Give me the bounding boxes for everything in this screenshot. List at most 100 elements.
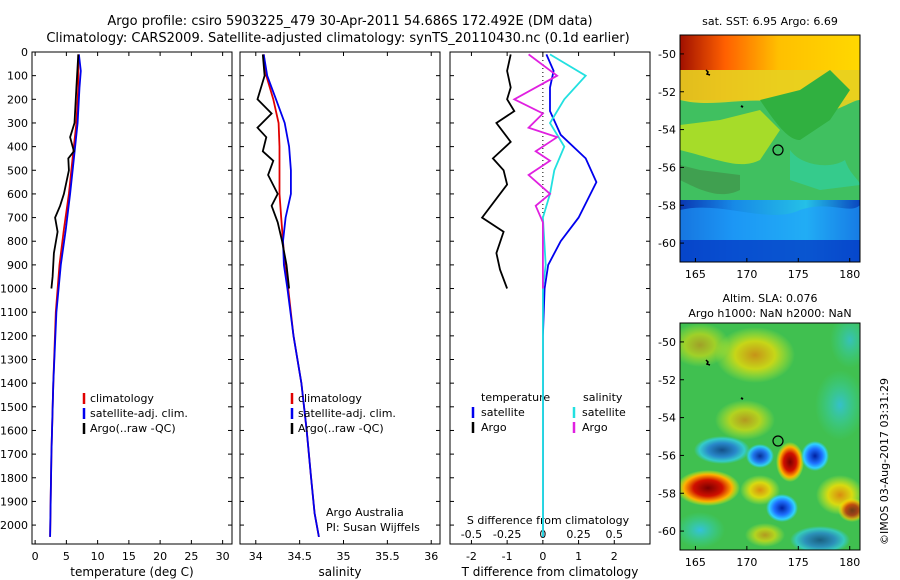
header-title-line2: Climatology: CARS2009. Satellite-adjuste… bbox=[46, 31, 629, 46]
map-x-tick-label: 180 bbox=[839, 268, 860, 281]
x-tick-label: 5 bbox=[63, 550, 70, 563]
y-tick-label: 300 bbox=[7, 117, 28, 130]
salinity-annotation-line2: PI: Susan Wijffels bbox=[326, 521, 420, 534]
timestamp-stamp: ©IMOS 03-Aug-2017 03:31:29 bbox=[878, 378, 891, 545]
salinity-x-label: salinity bbox=[318, 565, 361, 579]
sla-map-title-line2: Argo h1000: NaN h2000: NaN bbox=[688, 307, 851, 320]
x-tick-label: -1 bbox=[502, 550, 513, 563]
map-y-tick-label: -50 bbox=[658, 48, 676, 61]
y-tick-label: 800 bbox=[7, 235, 28, 248]
map-x-tick-label: 175 bbox=[788, 268, 809, 281]
y-tick-label: 1500 bbox=[0, 401, 28, 414]
x-tick-label: 30 bbox=[216, 550, 230, 563]
map-x-tick-label: 165 bbox=[685, 268, 706, 281]
legend-header-salinity: salinity bbox=[583, 391, 623, 404]
x-tick-label: 1 bbox=[575, 550, 582, 563]
y-tick-label: 0 bbox=[21, 46, 28, 59]
map-x-tick-label: 165 bbox=[685, 556, 706, 569]
y-tick-label: 1900 bbox=[0, 495, 28, 508]
sla-map-image bbox=[680, 323, 860, 550]
salinity-plot-frame bbox=[239, 51, 441, 545]
map-y-tick-label: -56 bbox=[658, 449, 676, 462]
series-line-s-argo bbox=[512, 53, 560, 289]
x-tick-label: 2 bbox=[611, 550, 618, 563]
legend-label: Argo bbox=[582, 421, 608, 434]
legend-label: Argo bbox=[481, 421, 507, 434]
x-tick-label: 10 bbox=[91, 550, 105, 563]
sla-island-marker bbox=[705, 359, 711, 366]
sst-map-title: sat. SST: 6.95 Argo: 6.69 bbox=[702, 15, 838, 28]
y-tick-label: 1800 bbox=[0, 472, 28, 485]
x-tick-label: 36 bbox=[424, 550, 438, 563]
map-y-tick-label: -58 bbox=[658, 199, 676, 212]
y-tick-label: 1300 bbox=[0, 354, 28, 367]
header-title-line1: Argo profile: csiro 5903225_479 30-Apr-2… bbox=[107, 14, 592, 29]
sla-map: Altim. SLA: 0.076 Argo h1000: NaN h2000:… bbox=[658, 292, 861, 569]
sst-map-frame bbox=[679, 34, 861, 263]
series-line-satellite-adj-clim- bbox=[262, 54, 320, 538]
map-y-tick-label: -52 bbox=[658, 86, 676, 99]
y-tick-label: 1600 bbox=[0, 424, 28, 437]
sst-float-marker bbox=[772, 144, 784, 156]
difference-panel: T difference from climatology S differen… bbox=[449, 51, 651, 579]
y-tick-label: 200 bbox=[7, 93, 28, 106]
series-line-t-argo bbox=[480, 54, 516, 289]
x-tick-label: 34 bbox=[249, 550, 263, 563]
x-tick-label: 0 bbox=[539, 550, 546, 563]
sla-float-marker bbox=[772, 435, 784, 447]
salinity-annotation-line1: Argo Australia bbox=[326, 506, 404, 519]
y-tick-label: 900 bbox=[7, 259, 28, 272]
map-y-tick-label: -60 bbox=[658, 237, 676, 250]
y-tick-label: 100 bbox=[7, 70, 28, 83]
temperature-plot-frame bbox=[31, 51, 233, 545]
legend-header-temperature: temperature bbox=[481, 391, 550, 404]
legend-label: satellite bbox=[582, 406, 626, 419]
sst-island-marker bbox=[705, 69, 711, 76]
difference-x-label: T difference from climatology bbox=[461, 565, 639, 579]
x-tick-label: 15 bbox=[122, 550, 136, 563]
x-tick-label: 34.5 bbox=[287, 550, 312, 563]
map-y-tick-label: -60 bbox=[658, 525, 676, 538]
series-line-argo-raw-qc- bbox=[50, 54, 80, 289]
map-y-tick-label: -58 bbox=[658, 487, 676, 500]
sla-map-frame bbox=[679, 322, 861, 551]
map-y-tick-label: -54 bbox=[658, 412, 676, 425]
legend-label: climatology bbox=[298, 392, 362, 405]
temperature-x-label: temperature (deg C) bbox=[70, 565, 193, 579]
sst-map: sat. SST: 6.95 Argo: 6.69 165 170 175 180 -5… bbox=[658, 15, 861, 281]
y-tick-label: 1000 bbox=[0, 283, 28, 296]
y-tick-label: 600 bbox=[7, 188, 28, 201]
salinity-panel: salinity Argo Australia PI: Susan Wijffe… bbox=[239, 51, 441, 579]
x-tick-label: 35 bbox=[337, 550, 351, 563]
difference-top-label: S difference from climatology bbox=[467, 514, 630, 527]
map-x-tick-label: 175 bbox=[788, 556, 809, 569]
y-tick-label: 400 bbox=[7, 141, 28, 154]
y-tick-label: 700 bbox=[7, 212, 28, 225]
map-x-tick-label: 180 bbox=[839, 556, 860, 569]
map-x-tick-label: 170 bbox=[736, 268, 757, 281]
map-y-tick-label: -50 bbox=[658, 336, 676, 349]
map-y-tick-label: -56 bbox=[658, 161, 676, 174]
legend-label: satellite-adj. clim. bbox=[298, 407, 396, 420]
sla-island-marker bbox=[740, 397, 744, 400]
x-tick-label: -2 bbox=[466, 550, 477, 563]
series-line-t-satellite bbox=[542, 54, 598, 537]
legend-label: satellite bbox=[481, 406, 525, 419]
y-tick-label: 2000 bbox=[0, 519, 28, 532]
map-y-tick-label: -52 bbox=[658, 374, 676, 387]
difference-plot-frame bbox=[449, 51, 651, 545]
legend-label: satellite-adj. clim. bbox=[90, 407, 188, 420]
map-y-tick-label: -54 bbox=[658, 124, 676, 137]
top-axis-tick-label: 0.25 bbox=[566, 528, 591, 541]
top-axis-tick-label: 0.5 bbox=[606, 528, 624, 541]
series-line-argo-raw-qc- bbox=[256, 54, 290, 289]
y-tick-label: 1200 bbox=[0, 330, 28, 343]
top-axis-tick-label: -0.25 bbox=[493, 528, 521, 541]
sst-map-image bbox=[680, 35, 860, 262]
x-tick-label: 35.5 bbox=[375, 550, 400, 563]
temperature-panel: temperature (deg C) 0 5 10 15 20 25 3001002003… bbox=[0, 46, 233, 579]
x-tick-label: 20 bbox=[153, 550, 167, 563]
y-tick-label: 1700 bbox=[0, 448, 28, 461]
series-line-satellite-adj-clim- bbox=[49, 54, 82, 537]
